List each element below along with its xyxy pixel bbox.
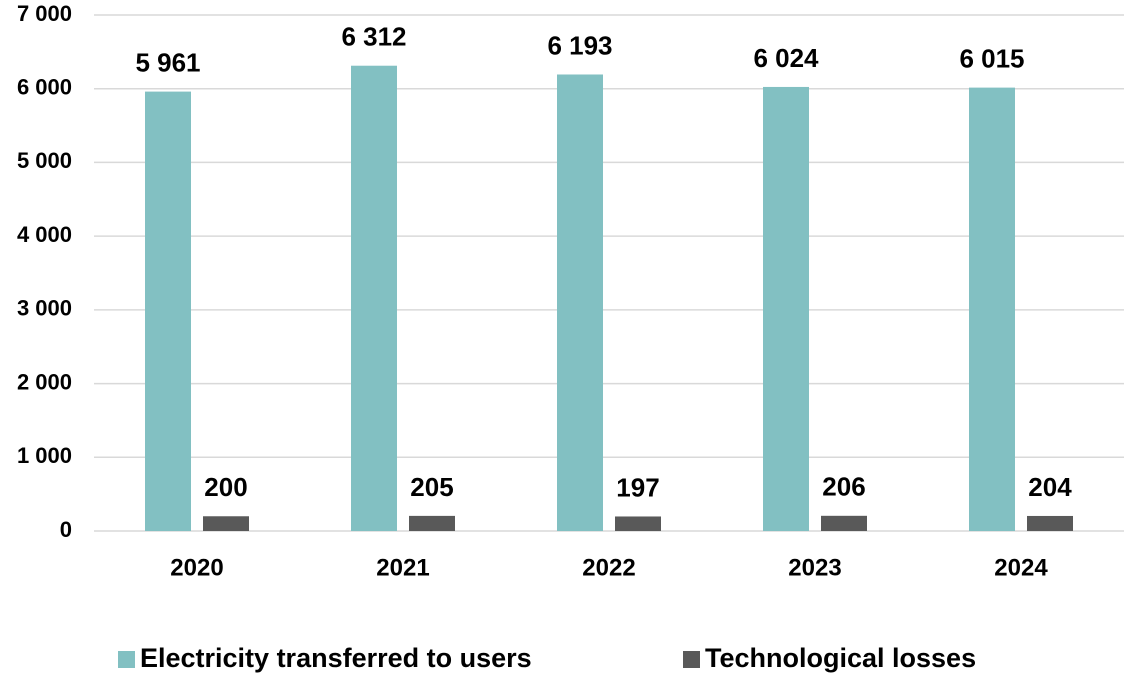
x-tick-label: 2024 — [994, 554, 1048, 581]
value-label: 6 193 — [547, 30, 612, 60]
legend-swatch — [118, 651, 135, 668]
bar — [615, 516, 661, 531]
bar — [409, 515, 455, 531]
value-label: 200 — [204, 472, 247, 502]
value-label: 206 — [822, 472, 865, 502]
value-label: 6 024 — [753, 43, 819, 73]
value-label: 204 — [1028, 472, 1072, 502]
y-tick-label: 5 000 — [17, 148, 72, 173]
value-label: 6 312 — [341, 22, 406, 52]
y-tick-label: 2 000 — [17, 369, 72, 394]
x-tick-label: 2021 — [376, 554, 429, 581]
legend-swatch — [683, 651, 700, 668]
value-label: 5 961 — [135, 47, 200, 77]
bar — [1027, 515, 1073, 531]
y-tick-label: 1 000 — [17, 443, 72, 468]
bar — [763, 86, 809, 532]
legend-label: Technological losses — [705, 643, 976, 673]
x-tick-label: 2023 — [788, 554, 841, 581]
y-tick-label: 7 000 — [17, 1, 72, 26]
y-tick-label: 6 000 — [17, 75, 72, 100]
bar — [969, 87, 1015, 531]
x-tick-label: 2022 — [582, 554, 635, 581]
legend-label: Electricity transferred to users — [140, 643, 532, 673]
value-label: 6 015 — [959, 43, 1024, 73]
bar — [821, 515, 867, 531]
y-tick-label: 0 — [60, 517, 72, 542]
bar — [145, 91, 191, 531]
bar — [557, 74, 603, 531]
y-tick-label: 3 000 — [17, 296, 72, 321]
value-label: 205 — [410, 472, 453, 502]
y-tick-label: 4 000 — [17, 222, 72, 247]
x-tick-label: 2020 — [170, 554, 223, 581]
value-label: 197 — [616, 472, 659, 502]
bar — [203, 516, 249, 531]
bar — [351, 65, 397, 532]
